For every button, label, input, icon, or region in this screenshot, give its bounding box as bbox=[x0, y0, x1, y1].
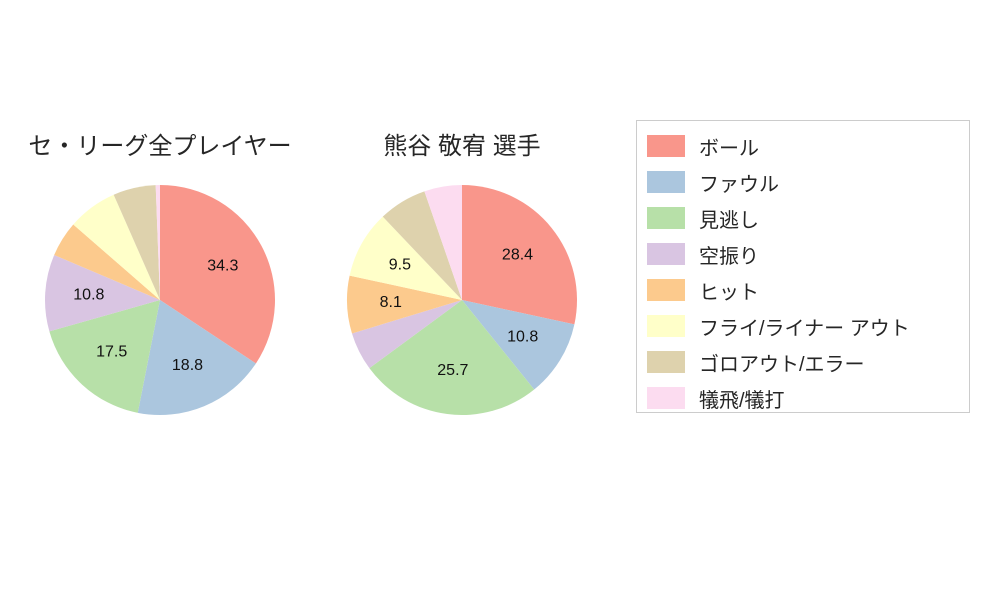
legend-item-3: 空振り bbox=[647, 236, 969, 272]
legend-label: ヒット bbox=[699, 281, 759, 304]
pie-slice-0 bbox=[462, 185, 577, 325]
legend-label: 見逃し bbox=[699, 209, 759, 232]
pie-slice-2 bbox=[369, 300, 535, 415]
legend-swatch bbox=[647, 315, 685, 337]
pie-percent-label: 8.1 bbox=[380, 294, 402, 311]
legend-item-1: ファウル bbox=[647, 164, 969, 200]
pie-slice-0 bbox=[160, 185, 275, 364]
legend-label: ファウル bbox=[699, 173, 779, 196]
legend-swatch bbox=[647, 279, 685, 301]
legend-swatch bbox=[647, 171, 685, 193]
legend-item-0: ボール bbox=[647, 128, 969, 164]
legend-swatch bbox=[647, 135, 685, 157]
pie-slice-2 bbox=[49, 300, 160, 413]
pie-percent-label: 28.4 bbox=[502, 246, 533, 263]
pie-slice-1 bbox=[462, 300, 575, 390]
pie-percent-label: 17.5 bbox=[96, 344, 127, 361]
pie-slice-1 bbox=[137, 300, 256, 415]
chart-title-left: セ・リーグ全プレイヤー bbox=[28, 133, 292, 160]
legend-label: 犠飛/犠打 bbox=[699, 389, 785, 412]
legend-swatch bbox=[647, 243, 685, 265]
pie-slice-7 bbox=[424, 185, 462, 300]
pie-percent-label: 25.7 bbox=[437, 362, 468, 379]
legend-item-4: ヒット bbox=[647, 272, 969, 308]
legend: ボールファウル見逃し空振りヒットフライ/ライナー アウト ゴロアウト/エラー 犠飛/… bbox=[636, 120, 970, 413]
pie-percent-label: 9.5 bbox=[389, 256, 411, 273]
legend-swatch bbox=[647, 387, 685, 409]
pie-slice-6 bbox=[382, 191, 462, 300]
pie-slice-5 bbox=[73, 194, 160, 300]
legend-item-7: 犠飛/犠打 bbox=[647, 380, 969, 416]
pie-percent-label: 10.8 bbox=[73, 287, 104, 304]
legend-label: ゴロアウト/エラー bbox=[699, 353, 865, 376]
legend-label: ボール bbox=[699, 137, 759, 160]
legend-swatch bbox=[647, 207, 685, 229]
pie-percent-label: 18.8 bbox=[172, 357, 203, 374]
pie-chart-player-kumagai: 28.4 10.8 25.7 8.1 9.5 bbox=[347, 185, 577, 415]
pie-slice-6 bbox=[113, 185, 160, 300]
pie-percent-label: 34.3 bbox=[207, 257, 238, 274]
pie-slice-3 bbox=[45, 254, 160, 332]
pie-chart-league-all-players: 34.3 18.8 17.5 10.8 bbox=[45, 185, 275, 415]
legend-item-6: ゴロアウト/エラー bbox=[647, 344, 969, 380]
pie-slice-4 bbox=[347, 275, 462, 334]
legend-item-5: フライ/ライナー アウト bbox=[647, 308, 969, 344]
pie-slice-3 bbox=[351, 300, 462, 369]
legend-label: フライ/ライナー アウト bbox=[699, 317, 910, 340]
pie-slice-5 bbox=[349, 216, 462, 300]
pie-slice-7 bbox=[155, 185, 160, 300]
pie-percent-label: 10.8 bbox=[507, 329, 538, 346]
legend-item-2: 見逃し bbox=[647, 200, 969, 236]
pie-slice-4 bbox=[54, 224, 160, 300]
legend-swatch bbox=[647, 351, 685, 373]
chart-title-right: 熊谷 敬宥 選手 bbox=[383, 133, 541, 160]
legend-label: 空振り bbox=[699, 245, 759, 268]
